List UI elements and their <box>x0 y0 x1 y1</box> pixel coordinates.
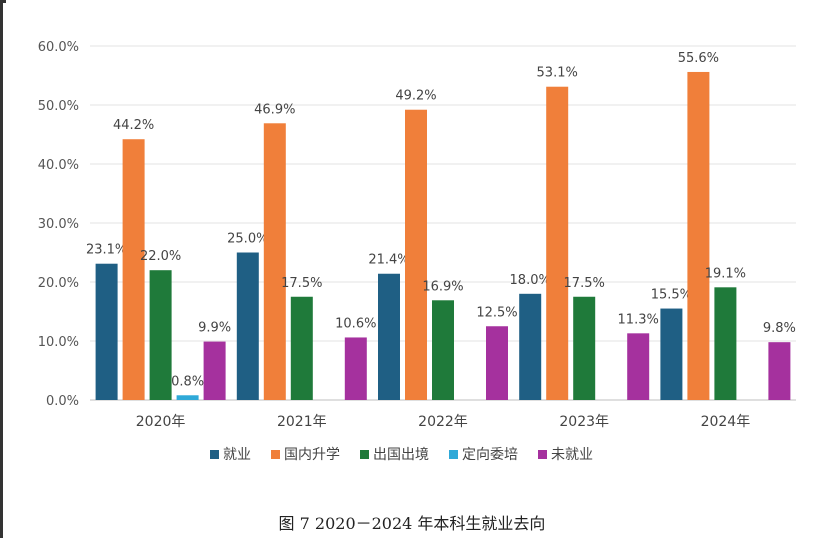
bar <box>95 263 118 400</box>
legend-label: 出国出境 <box>373 447 429 463</box>
data-label: 11.3% <box>618 312 659 327</box>
bar <box>378 273 400 400</box>
bar <box>263 123 286 400</box>
bar <box>122 139 145 400</box>
bar <box>344 337 367 400</box>
bar <box>405 109 427 400</box>
x-tick-label: 2021年 <box>277 414 327 430</box>
figure-caption: 图 7 2020－2024 年本科生就业去向 <box>278 514 546 533</box>
data-label: 53.1% <box>537 66 578 81</box>
bar <box>660 308 683 400</box>
data-label: 15.5% <box>651 288 692 303</box>
x-tick-label: 2020年 <box>136 414 186 430</box>
bar <box>203 341 226 400</box>
bar <box>573 296 596 400</box>
bar <box>768 342 791 400</box>
data-label: 49.2% <box>395 89 436 104</box>
data-label: 10.6% <box>335 316 376 331</box>
bar <box>290 296 313 400</box>
legend-label: 就业 <box>223 447 251 463</box>
legend-swatch <box>271 450 280 459</box>
bar <box>486 326 508 400</box>
y-tick-label: 30.0% <box>38 217 79 232</box>
bar <box>714 287 737 400</box>
data-label: 19.1% <box>705 266 746 281</box>
legend-label: 未就业 <box>551 447 593 463</box>
legend-swatch <box>449 450 458 459</box>
bar <box>519 293 542 400</box>
y-tick-label: 50.0% <box>38 99 79 114</box>
data-label: 0.8% <box>171 374 204 389</box>
x-tick-label: 2022年 <box>418 414 468 430</box>
legend-swatch <box>210 450 219 459</box>
data-label: 9.9% <box>198 321 231 336</box>
y-tick-label: 0.0% <box>46 394 79 409</box>
y-tick-label: 20.0% <box>38 276 79 291</box>
x-tick-label: 2024年 <box>701 414 751 430</box>
bar <box>432 300 454 400</box>
data-label: 21.4% <box>368 253 409 268</box>
data-label: 22.0% <box>140 249 181 264</box>
data-label: 44.2% <box>113 118 154 133</box>
bar <box>176 395 199 400</box>
legend-swatch <box>538 450 547 459</box>
y-tick-label: 10.0% <box>38 335 79 350</box>
data-label: 18.0% <box>510 273 551 288</box>
legend-label: 国内升学 <box>284 447 340 463</box>
data-label: 55.6% <box>678 51 719 66</box>
data-label: 46.9% <box>254 102 295 117</box>
data-label: 16.9% <box>422 279 463 294</box>
bar <box>236 252 259 400</box>
data-label: 12.5% <box>476 305 517 320</box>
data-label: 25.0% <box>227 232 268 247</box>
x-tick-label: 2023年 <box>559 414 609 430</box>
bar <box>627 333 650 400</box>
y-tick-label: 40.0% <box>38 158 79 173</box>
left-border <box>0 0 3 538</box>
legend-swatch <box>360 450 369 459</box>
bar <box>546 86 569 401</box>
data-label: 17.5% <box>564 276 605 291</box>
data-label: 17.5% <box>281 276 322 291</box>
y-tick-label: 60.0% <box>38 40 79 55</box>
bar <box>687 71 710 401</box>
bar <box>149 270 172 400</box>
data-label: 23.1% <box>86 243 127 258</box>
data-label: 9.8% <box>763 321 796 336</box>
top-left-border-corner <box>0 0 6 3</box>
legend-label: 定向委培 <box>462 447 518 463</box>
